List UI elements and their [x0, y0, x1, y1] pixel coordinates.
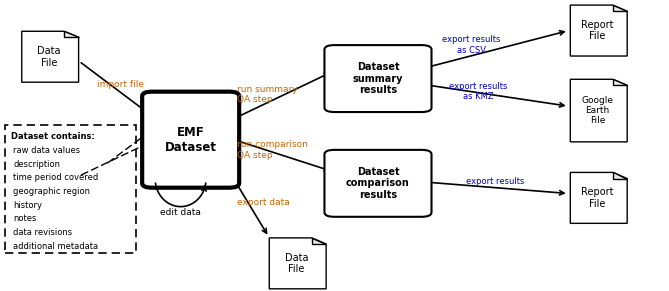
Text: history: history — [13, 201, 42, 210]
Polygon shape — [21, 31, 79, 82]
FancyBboxPatch shape — [324, 45, 432, 112]
Text: Data
File: Data File — [37, 46, 60, 68]
Text: data revisions: data revisions — [13, 228, 72, 237]
Text: description: description — [13, 160, 60, 169]
Polygon shape — [613, 172, 628, 179]
FancyBboxPatch shape — [142, 92, 240, 188]
Text: Report
File: Report File — [581, 187, 613, 209]
Polygon shape — [570, 5, 628, 56]
Polygon shape — [613, 79, 628, 86]
Text: run summary
QA step: run summary QA step — [237, 85, 298, 104]
Text: Google
Earth
File: Google Earth File — [581, 96, 613, 125]
Polygon shape — [64, 31, 79, 38]
Polygon shape — [270, 238, 326, 289]
Polygon shape — [312, 238, 326, 244]
Text: Data
File: Data File — [284, 253, 308, 274]
Text: geographic region: geographic region — [13, 187, 90, 196]
Text: notes: notes — [13, 214, 37, 223]
Text: edit data: edit data — [160, 208, 201, 217]
FancyBboxPatch shape — [324, 150, 432, 217]
Text: EMF
Dataset: EMF Dataset — [165, 126, 217, 154]
Polygon shape — [570, 79, 628, 142]
Text: raw data values: raw data values — [13, 146, 80, 155]
FancyBboxPatch shape — [5, 125, 136, 253]
Text: time period covered: time period covered — [13, 173, 98, 182]
Text: import file: import file — [97, 80, 144, 89]
Text: Dataset
comparison
results: Dataset comparison results — [346, 167, 410, 200]
Text: export results
as CSV: export results as CSV — [442, 36, 501, 55]
Polygon shape — [613, 5, 628, 11]
Polygon shape — [570, 172, 628, 223]
Text: additional metadata: additional metadata — [13, 242, 98, 251]
Text: export data: export data — [237, 198, 290, 207]
Text: export results
as KMZ: export results as KMZ — [449, 82, 508, 101]
Text: Dataset
summary
results: Dataset summary results — [353, 62, 403, 95]
Text: export results: export results — [466, 178, 524, 186]
Text: Dataset contains:: Dataset contains: — [11, 132, 94, 141]
Text: Report
File: Report File — [581, 20, 613, 41]
Text: run comparison
QA step: run comparison QA step — [237, 140, 308, 159]
